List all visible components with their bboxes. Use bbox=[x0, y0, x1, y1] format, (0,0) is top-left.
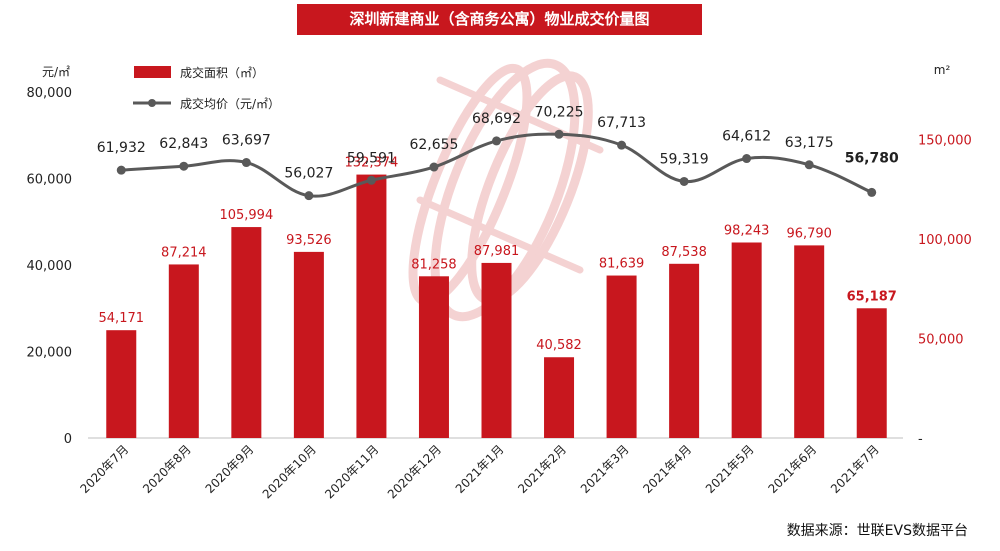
bar bbox=[481, 262, 512, 438]
line-point bbox=[366, 175, 376, 185]
bar bbox=[356, 174, 387, 438]
line-data-label: 67,713 bbox=[597, 115, 646, 131]
right-tick-label: 100,000 bbox=[918, 233, 972, 248]
line-point bbox=[179, 161, 189, 171]
bar bbox=[669, 263, 700, 438]
line-point bbox=[116, 165, 126, 175]
x-tick-label: 2020年10月 bbox=[260, 442, 319, 501]
x-tick-label: 2020年9月 bbox=[203, 442, 257, 496]
left-tick-label: 40,000 bbox=[27, 259, 73, 274]
bar-data-label: 65,187 bbox=[847, 289, 897, 304]
x-tick-label: 2021年3月 bbox=[578, 442, 632, 496]
bar bbox=[231, 227, 262, 438]
right-tick-label: 50,000 bbox=[918, 333, 964, 348]
bar bbox=[168, 264, 199, 438]
line-point bbox=[867, 187, 877, 197]
bar bbox=[418, 276, 449, 438]
x-tick-label: 2021年7月 bbox=[828, 442, 882, 496]
bar-data-label: 81,639 bbox=[599, 257, 645, 272]
bar-data-label: 98,243 bbox=[724, 223, 770, 238]
legend-bar-label: 成交面积（㎡） bbox=[180, 65, 264, 80]
line-data-label: 64,612 bbox=[722, 129, 771, 145]
legend-line-marker bbox=[148, 99, 156, 107]
line-data-label: 56,027 bbox=[284, 166, 333, 182]
left-axis-unit: 元/㎡ bbox=[42, 65, 70, 79]
line-point bbox=[742, 154, 752, 164]
bar-data-label: 93,526 bbox=[286, 233, 332, 248]
x-tick-label: 2021年4月 bbox=[640, 442, 694, 496]
x-tick-label: 2020年12月 bbox=[385, 442, 444, 501]
bar bbox=[606, 275, 637, 438]
line-data-label: 68,692 bbox=[472, 111, 521, 127]
bar-data-label: 54,171 bbox=[99, 311, 145, 326]
x-tick-label: 2021年1月 bbox=[453, 442, 507, 496]
x-tick-label: 2020年11月 bbox=[322, 442, 381, 501]
data-source: 数据来源：世联EVS数据平台 bbox=[787, 523, 968, 539]
line-point bbox=[554, 129, 564, 139]
left-tick-label: 60,000 bbox=[27, 173, 73, 188]
x-tick-label: 2021年2月 bbox=[515, 442, 569, 496]
bar-data-label: 105,994 bbox=[219, 208, 273, 223]
line-data-label: 63,697 bbox=[222, 133, 271, 149]
line-point bbox=[241, 158, 251, 168]
bar-data-label: 96,790 bbox=[786, 226, 832, 241]
bar bbox=[106, 330, 137, 438]
line-data-label: 59,319 bbox=[660, 151, 709, 167]
bar-data-label: 87,538 bbox=[661, 245, 707, 260]
line-point bbox=[617, 140, 627, 150]
legend-line-label: 成交均价（元/㎡） bbox=[180, 96, 280, 111]
bar-data-label: 87,981 bbox=[474, 244, 520, 259]
x-tick-label: 2021年6月 bbox=[765, 442, 819, 496]
x-tick-label: 2021年5月 bbox=[703, 442, 757, 496]
right-axis-unit: m² bbox=[934, 63, 951, 77]
bar-data-label: 81,258 bbox=[411, 257, 457, 272]
x-tick-label: 2020年7月 bbox=[78, 442, 132, 496]
bar bbox=[856, 308, 887, 438]
line-data-label: 59,591 bbox=[347, 150, 396, 166]
chart-title: 深圳新建商业（含商务公寓）物业成交价量图 bbox=[297, 4, 702, 35]
legend-bar-swatch bbox=[134, 66, 171, 78]
bar-data-label: 87,214 bbox=[161, 245, 207, 260]
left-tick-label: 20,000 bbox=[27, 346, 73, 361]
bar bbox=[544, 357, 575, 438]
line-data-label: 62,843 bbox=[159, 136, 208, 152]
line-data-label: 70,225 bbox=[535, 104, 584, 120]
line-data-label: 62,655 bbox=[409, 137, 458, 153]
bar-data-label: 132,374 bbox=[345, 156, 399, 171]
bar bbox=[293, 251, 324, 438]
left-tick-label: 80,000 bbox=[27, 86, 73, 101]
left-tick-label: 0 bbox=[64, 432, 72, 447]
x-tick-label: 2020年8月 bbox=[140, 442, 194, 496]
line-data-label: 56,780 bbox=[845, 150, 899, 166]
line-point bbox=[304, 191, 314, 201]
line-point bbox=[492, 136, 501, 146]
line-point bbox=[804, 160, 814, 170]
line-point bbox=[679, 176, 689, 186]
bar-data-label: 40,582 bbox=[536, 338, 582, 353]
line-data-label: 63,175 bbox=[785, 135, 834, 151]
right-tick-label: - bbox=[918, 432, 923, 447]
line-point bbox=[429, 162, 439, 172]
bar bbox=[731, 242, 762, 438]
bar bbox=[794, 245, 825, 438]
right-tick-label: 150,000 bbox=[918, 134, 972, 149]
line-data-label: 61,932 bbox=[97, 140, 146, 156]
